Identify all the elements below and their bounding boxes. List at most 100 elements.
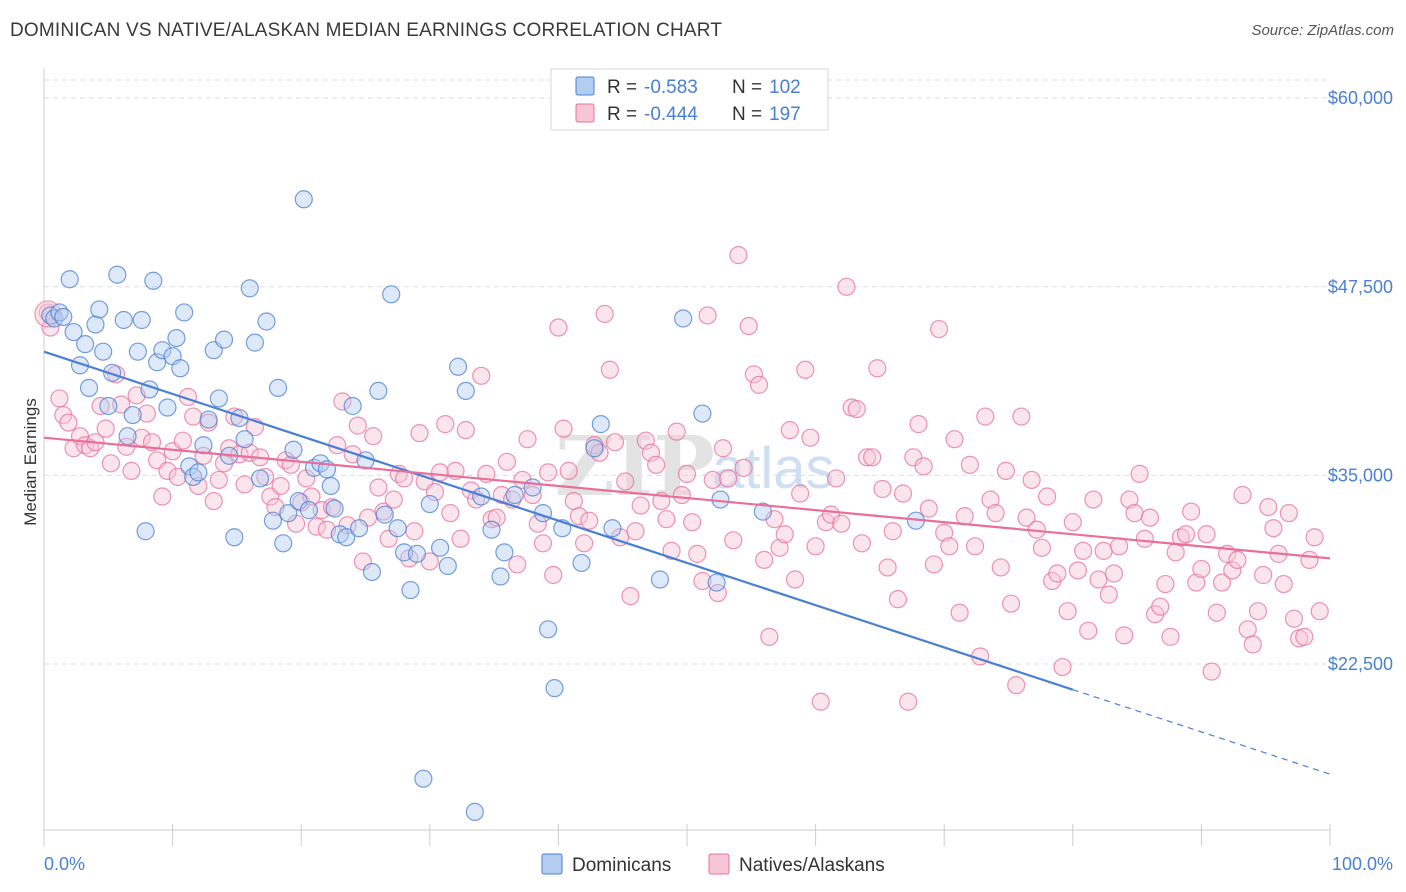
native-alaskan-point [780,421,799,440]
native-alaskan-point [158,461,177,480]
bottom-legend-swatch-dominicans [541,853,563,875]
dominican-point [158,398,177,417]
dominican-point [539,620,558,639]
y-tick-labels: $22,500 $35,000 $47,500 $60,000 [1328,88,1393,674]
native-alaskan-point [1166,543,1185,562]
native-alaskan-point [631,496,650,515]
native-alaskan-point [353,552,373,571]
native-alaskan-point [1007,676,1026,695]
native-alaskan-point [235,475,254,494]
native-alaskan-point [569,507,589,526]
native-alaskan-point [595,304,614,324]
native-alaskan-point [1259,497,1278,517]
native-alaskan-point [698,306,717,325]
y-tick-label: $22,500 [1328,654,1393,674]
native-alaskan-point [281,455,301,474]
native-alaskan-point [189,476,208,496]
native-alaskan-point [1228,550,1247,570]
legend-swatch-dominicans [575,76,595,96]
native-alaskan-point [605,433,625,452]
dominicans-trend-line [43,350,1074,691]
dominican-point [180,457,199,476]
native-alaskan-point [1109,537,1129,556]
dominican-point [523,478,542,497]
dominican-point [132,310,151,330]
native-alaskan-point [492,485,511,505]
native-alaskan-point [755,550,774,570]
native-alaskan-point [801,428,820,447]
dominican-point [650,570,670,589]
native-alaskan-point [657,510,676,529]
source-credit: Source: ZipAtlas.com [1251,22,1394,39]
dominican-point [472,487,491,506]
native-alaskan-point [101,454,120,473]
native-alaskan-point [688,544,707,563]
x-tick-label-max: 100.0% [1332,854,1393,874]
native-alaskan-point [487,508,506,527]
native-alaskan-point [1264,519,1283,538]
dominican-point [118,427,137,446]
dominican-point [189,463,208,482]
native-alaskan-point [1079,621,1098,640]
native-alaskan-point [405,522,424,541]
native-alaskan-point [847,399,866,419]
native-alaskan-point [955,507,974,526]
native-alaskan-point [1130,464,1149,483]
legend-r-label-2: R = [607,104,637,125]
native-alaskan-point [1161,627,1180,646]
legend-box [550,68,829,131]
dominican-point [128,342,147,361]
native-alaskan-point [1094,541,1113,560]
native-alaskan-point [436,415,455,434]
y-tick-label: $60,000 [1328,88,1393,108]
dominican-point [495,543,514,562]
native-alaskan-point [1254,565,1273,585]
native-alaskan-point [539,463,558,482]
native-alaskan-point [544,565,563,585]
native-alaskan-point [1279,504,1298,523]
dominican-point [284,440,303,459]
legend-r-value-2: -0.444 [644,104,698,125]
native-alaskan-point [796,360,815,379]
native-alaskan-point [1295,627,1314,646]
native-alaskan-point [636,431,655,450]
dominican-point [420,494,439,514]
dominican-point [209,389,228,408]
dominican-point [250,469,270,488]
native-alaskan-point [518,430,537,449]
native-alaskan-point [168,467,187,487]
series-legend: Dominicans Natives/Alaskans [541,853,885,876]
native-alaskan-point [1063,513,1082,532]
native-alaskan-point [785,570,805,589]
native-alaskan-point [564,491,583,511]
native-alaskan-point [734,458,753,477]
native-alaskan-point [996,461,1016,480]
native-alaskan-point [811,692,830,711]
native-alaskan-point [1202,662,1221,681]
native-alaskan-point [616,472,635,491]
native-alaskan-point [580,511,599,530]
native-alaskan-point [899,692,918,711]
native-alaskan-point [1197,525,1216,544]
dominican-point [171,359,190,378]
dominican-point [114,310,133,330]
native-alaskan-point [1068,561,1088,580]
dominican-point [438,556,457,576]
dominican-point [325,499,344,518]
dominicans-trend-extension [1072,689,1331,775]
dominican-point [214,330,234,349]
native-alaskan-point [1248,602,1268,621]
native-alaskan-point [883,522,902,541]
dominican-point [86,315,105,334]
native-alaskan-point [173,431,192,450]
native-alaskan-point [1243,635,1262,654]
native-alaskan-point [1017,508,1036,527]
native-alaskan-point [806,537,825,556]
native-alaskan-point [430,463,450,482]
legend-r-value-1: -0.583 [644,77,698,98]
dominican-point [240,279,259,298]
dominicans-points [41,190,926,821]
native-alaskan-point [626,522,645,541]
dominican-point [136,522,155,541]
